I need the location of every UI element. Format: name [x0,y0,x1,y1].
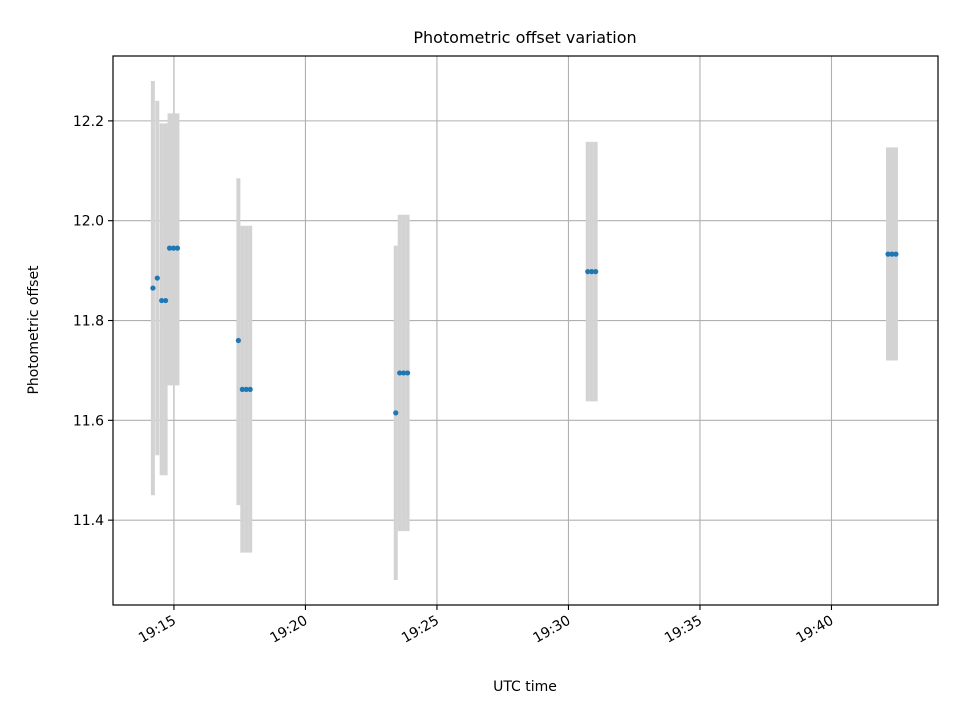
data-point [154,275,160,281]
data-point [401,370,407,376]
data-point [585,269,591,275]
data-point [243,386,249,392]
data-point [166,245,173,251]
error-bars [150,80,898,581]
data-point [170,245,177,251]
data-point [150,285,156,291]
y-tick-label: 11.8 [73,314,104,330]
y-axis-ticks: 11.4 11.6 11.8 12.0 12.2 [73,114,113,529]
data-point [589,269,595,275]
y-tick-label: 11.6 [73,413,104,429]
y-tick-label: 12.0 [73,214,104,230]
x-tick-label: 19:20 [267,613,310,647]
x-tick-label: 19:40 [794,613,837,647]
data-point [163,297,169,304]
data-points [150,245,899,416]
data-point [593,269,599,275]
data-point [893,251,899,257]
data-point [235,337,241,344]
y-tick-label: 12.2 [73,114,104,130]
data-point [239,386,245,392]
x-tick-label: 19:30 [531,613,574,647]
x-axis-ticks: 19:15 19:20 19:25 19:30 19:35 19:40 [136,605,836,647]
x-tick-label: 19:15 [136,613,179,647]
data-point [889,251,895,257]
y-axis-label: Photometric offset [26,265,42,395]
chart-title: Photometric offset variation [413,28,636,47]
plot-frame [112,55,939,606]
x-axis-label: UTC time [493,679,557,695]
data-point [404,370,411,376]
x-tick-label: 19:25 [399,613,442,647]
x-tick-label: 19:35 [662,613,705,647]
data-point [885,251,891,257]
data-point [159,297,165,304]
data-point [247,386,253,392]
data-point [393,410,399,416]
y-tick-label: 11.4 [73,513,104,529]
data-point [174,245,181,251]
data-point [397,370,403,376]
